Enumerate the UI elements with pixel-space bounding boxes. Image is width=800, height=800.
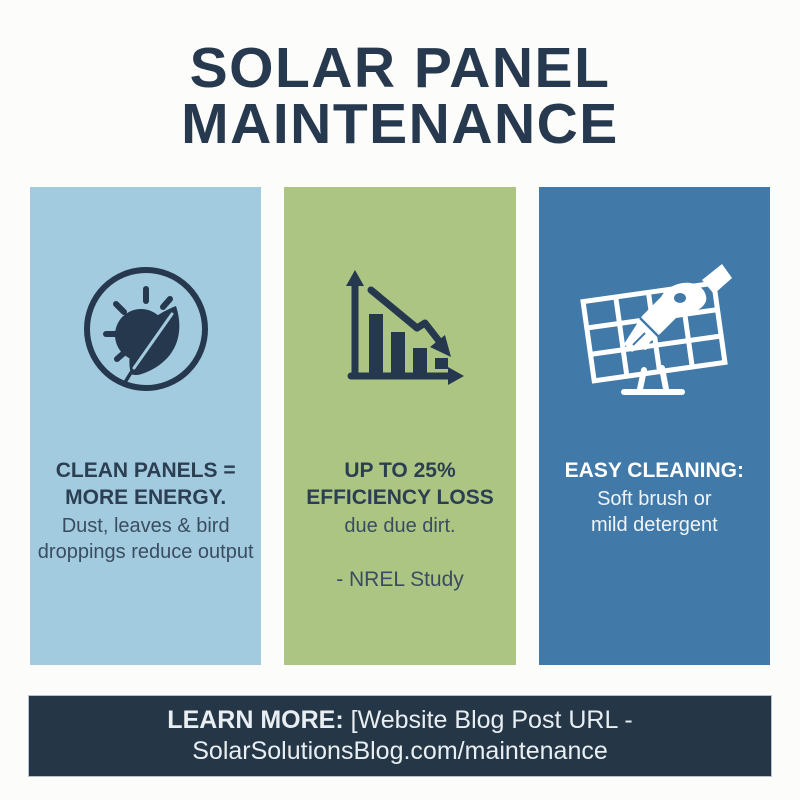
card-2-text: UP TO 25% EFFICIENCY LOSS due due dirt. … [289,457,510,593]
title-line-2: MAINTENANCE [181,92,619,156]
brush-hand [624,264,733,352]
card-3-body-line-2: mild detergent [590,514,718,536]
card-1-body: Dust, leaves & bird droppings reduce out… [35,513,256,565]
card-2-icon-area [284,259,515,399]
card-2-heading: UP TO 25% EFFICIENCY LOSS [289,457,510,511]
footer-line-1: LEARN MORE: [Website Blog Post URL - [29,705,771,736]
card-3-heading: EASY CLEANING: [544,457,765,484]
card-3-text: EASY CLEANING: Soft brush or mild deterg… [544,457,765,538]
card-2-body-line-1: due due dirt. [344,515,456,537]
card-2-heading-line-1: UP TO 25% [344,459,456,482]
page-title: SOLAR PANEL MAINTENANCE [0,36,800,156]
learn-more-label: LEARN MORE: [167,706,344,734]
card-3-heading-line-1: EASY CLEANING: [564,459,744,482]
card-2-body: due due dirt. [289,513,510,539]
card-1-icon-area [30,259,261,399]
card-clean-panels: CLEAN PANELS = MORE ENERGY. Dust, leaves… [30,187,262,665]
card-3-body: Soft brush or mild detergent [544,486,765,538]
card-2-attribution: - NREL Study [336,568,464,591]
sun-leaf-icon [83,267,208,391]
card-1-text: CLEAN PANELS = MORE ENERGY. Dust, leaves… [35,457,256,565]
card-1-heading-line-2: MORE ENERGY. [65,486,227,509]
declining-bar-chart-icon [345,270,464,385]
card-3-icon-area [539,259,770,399]
card-easy-cleaning: EASY CLEANING: Soft brush or mild deterg… [538,187,770,665]
card-efficiency-loss: UP TO 25% EFFICIENCY LOSS due due dirt. … [284,187,516,665]
card-1-heading: CLEAN PANELS = MORE ENERGY. [35,457,256,511]
footer-banner: LEARN MORE: [Website Blog Post URL - Sol… [28,695,772,777]
card-1-body-line-2: droppings reduce output [37,541,254,563]
card-1-body-line-1: Dust, leaves & bird [61,515,230,537]
info-columns: CLEAN PANELS = MORE ENERGY. Dust, leaves… [30,187,770,665]
solar-panel-brush-icon [580,264,733,395]
footer-url-intro: [Website Blog Post URL - [350,706,633,734]
title-line-1: SOLAR PANEL [189,36,611,100]
card-3-body-line-1: Soft brush or [597,488,712,510]
card-2-heading-line-2: EFFICIENCY LOSS [306,486,494,509]
card-1-heading-line-1: CLEAN PANELS = [55,459,236,482]
footer-url: SolarSolutionsBlog.com/maintenance [192,737,608,765]
